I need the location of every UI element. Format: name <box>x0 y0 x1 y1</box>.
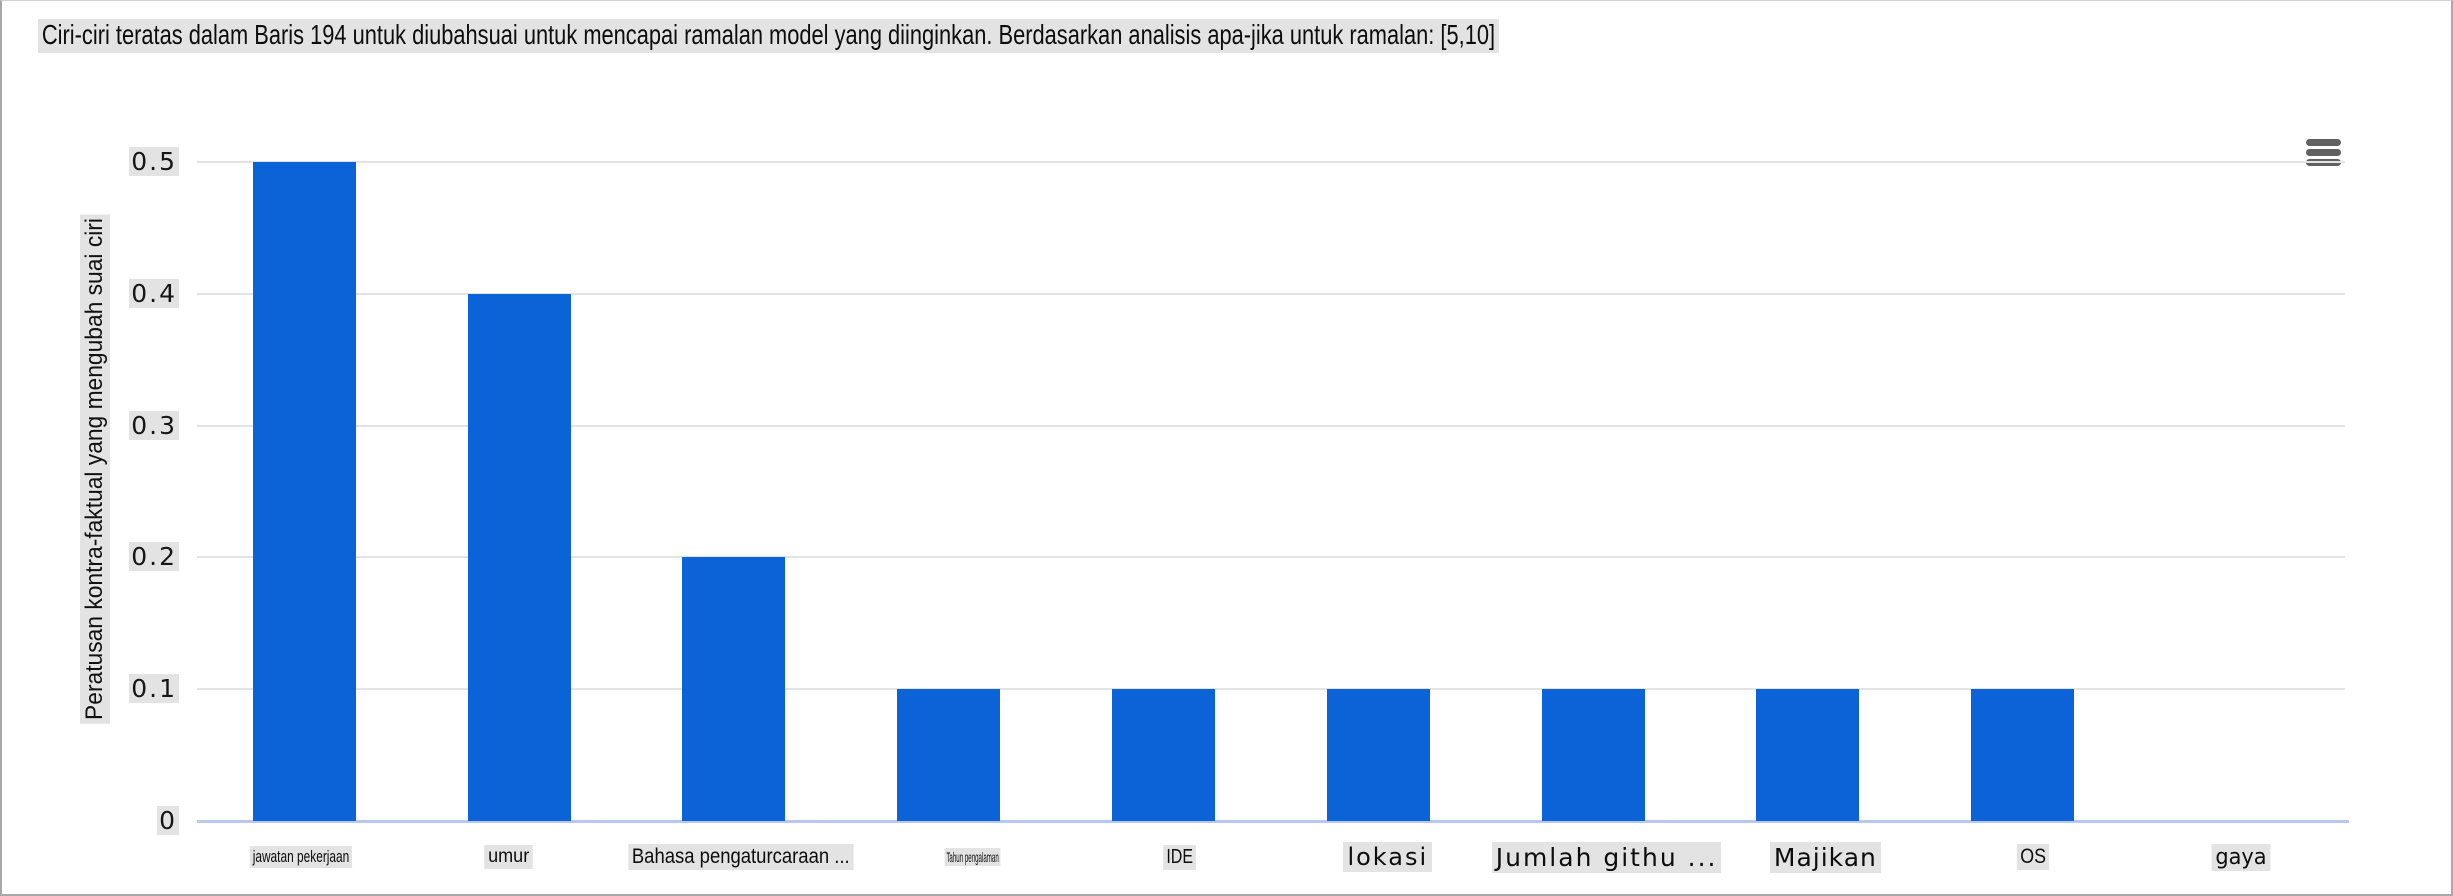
bar-slot <box>2130 162 2345 821</box>
y-tick-label: 0.5 <box>129 147 179 176</box>
x-axis-labels: jawatan pekerjaan umur Bahasa pengaturcara… <box>197 837 2345 877</box>
hamburger-menu-icon <box>2305 138 2341 146</box>
x-label-slot: gaya <box>2137 843 2345 871</box>
bars-row <box>197 162 2345 821</box>
bar[interactable] <box>897 689 1001 821</box>
x-label-slot: jawatan pekerjaan <box>197 846 405 868</box>
gridline <box>197 292 2345 295</box>
hamburger-menu-icon <box>2305 148 2341 156</box>
x-label-slot: Tahun pengalaman <box>868 848 1076 866</box>
y-tick-label: 0.2 <box>129 542 179 572</box>
x-label-slot: OS <box>1929 844 2137 870</box>
bar-slot <box>1271 162 1486 821</box>
x-tick-label: umur <box>484 845 534 869</box>
x-axis-line <box>197 820 2350 823</box>
x-label-slot: Bahasa pengaturcaraan ... <box>613 844 869 870</box>
bar-slot <box>197 162 412 821</box>
bar[interactable] <box>1971 689 2075 821</box>
bar[interactable] <box>1756 689 1860 821</box>
bar-slot <box>412 162 627 821</box>
bar[interactable] <box>682 557 786 821</box>
x-tick-label: jawatan pekerjaan <box>249 846 353 868</box>
x-label-slot: umur <box>405 845 613 869</box>
x-label-slot: IDE <box>1076 844 1284 870</box>
bar-slot <box>627 162 842 821</box>
gridline <box>197 161 2345 163</box>
x-tick-label: Tahun pengalaman <box>944 848 1001 866</box>
x-tick-label: OS <box>2016 844 2050 870</box>
y-tick-label: 0.3 <box>129 410 179 440</box>
bar-slot <box>841 162 1056 821</box>
gridline <box>197 424 2345 427</box>
bar[interactable] <box>1326 689 1430 821</box>
x-tick-label: gaya <box>2211 843 2271 871</box>
y-tick-label: 0.1 <box>129 674 179 704</box>
x-tick-label: lokasi <box>1343 842 1433 872</box>
bar[interactable] <box>252 162 356 821</box>
x-tick-label: IDE <box>1163 844 1197 870</box>
bar[interactable] <box>1112 689 1216 821</box>
chart-title: Ciri-ciri teratas dalam Baris 194 untuk … <box>38 19 1499 53</box>
x-tick-label: Bahasa pengaturcaraan ... <box>628 844 853 870</box>
x-tick-label: Majikan <box>1769 841 1881 873</box>
gridline <box>197 688 2345 691</box>
x-label-slot: Jumlah githu ... <box>1491 841 1722 873</box>
bar-slot <box>1486 162 1701 821</box>
plot-area: 0.5 0.4 0.3 0.2 0.1 0 <box>129 147 2350 835</box>
gridline <box>197 556 2345 559</box>
y-tick-label: 0 <box>157 806 179 835</box>
x-label-slot: lokasi <box>1284 842 1492 872</box>
bar-slot <box>1056 162 1271 821</box>
bar-slot <box>1701 162 1916 821</box>
x-label-slot: Majikan <box>1721 841 1929 873</box>
bar-slot <box>1915 162 2130 821</box>
bar[interactable] <box>467 293 571 821</box>
x-tick-label: Jumlah githu ... <box>1491 841 1722 873</box>
y-tick-label: 0.4 <box>129 278 179 308</box>
bar[interactable] <box>1541 689 1645 821</box>
